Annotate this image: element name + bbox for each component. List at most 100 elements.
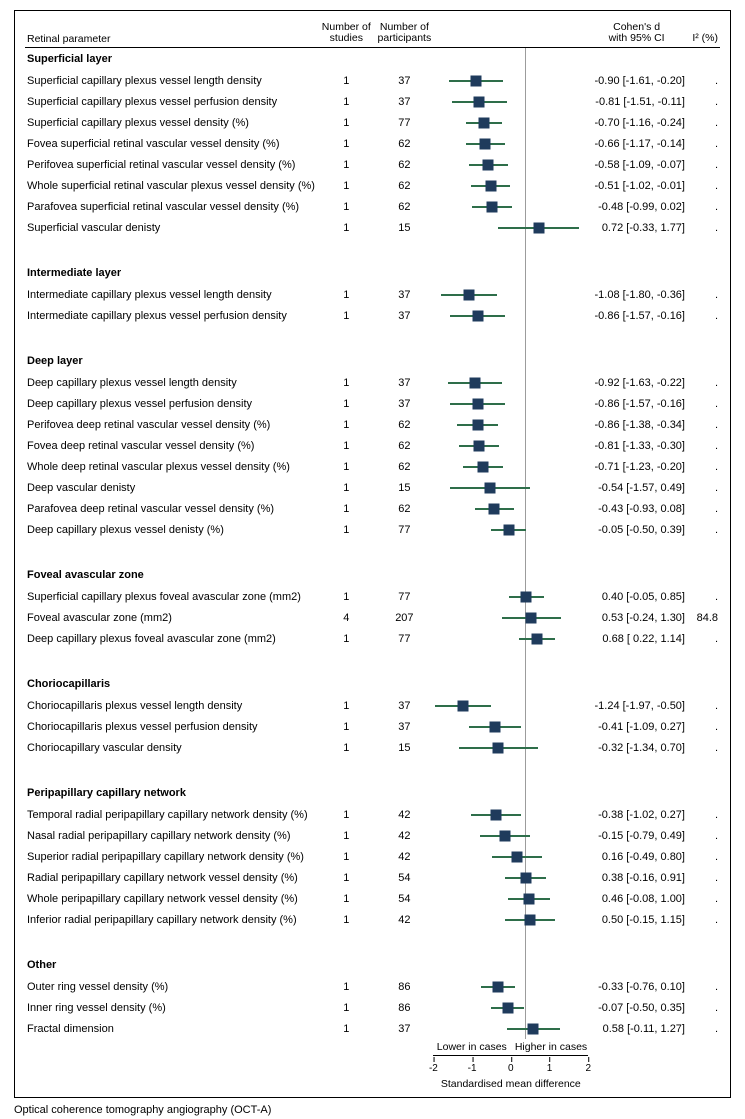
group-header: Peripapillary capillary network [25,782,720,804]
row-i2: . [689,461,720,473]
forest-row: Radial peripapillary capillary network v… [25,867,720,888]
row-participants: 62 [375,159,433,171]
plot-border: Retinal parameter Number of studies Numb… [14,10,731,1098]
row-plot [433,586,588,607]
row-plot [433,997,588,1018]
row-participants: 62 [375,461,433,473]
row-studies: 1 [317,872,375,884]
forest-row: Parafovea deep retinal vascular vessel d… [25,498,720,519]
row-studies: 1 [317,138,375,150]
point-marker [470,377,481,388]
row-studies: 1 [317,201,375,213]
row-plot [433,196,588,217]
row-plot [433,825,588,846]
row-label: Intermediate capillary plexus vessel per… [25,310,317,322]
row-label: Superficial capillary plexus vessel dens… [25,117,317,129]
row-i2: . [689,398,720,410]
row-participants: 62 [375,419,433,431]
forest-row: Whole peripapillary capillary network ve… [25,888,720,909]
row-studies: 1 [317,289,375,301]
forest-row: Perifovea deep retinal vascular vessel d… [25,414,720,435]
row-participants: 62 [375,503,433,515]
forest-row: Outer ring vessel density (%)186-0.33 [-… [25,976,720,997]
header-plot [433,17,588,45]
row-studies: 1 [317,461,375,473]
row-studies: 1 [317,742,375,754]
row-effect: -0.90 [-1.61, -0.20] [588,75,689,87]
row-plot [433,888,588,909]
axis-title: Standardised mean difference [433,1078,588,1092]
row-label: Radial peripapillary capillary network v… [25,872,317,884]
row-effect: -0.70 [-1.16, -0.24] [588,117,689,129]
group-header: Intermediate layer [25,262,720,284]
row-i2: . [689,201,720,213]
row-label: Inferior radial peripapillary capillary … [25,914,317,926]
row-effect: 0.53 [-0.24, 1.30] [588,612,689,624]
x-axis: Lower in cases Higher in cases -2-1012 S… [25,1041,720,1091]
row-plot [433,607,588,628]
point-marker [457,700,468,711]
row-effect: -0.92 [-1.63, -0.22] [588,377,689,389]
row-i2: . [689,893,720,905]
row-studies: 1 [317,591,375,603]
row-participants: 77 [375,117,433,129]
row-participants: 37 [375,96,433,108]
point-marker [480,138,491,149]
row-i2: . [689,96,720,108]
row-studies: 1 [317,440,375,452]
row-studies: 1 [317,159,375,171]
row-studies: 1 [317,419,375,431]
row-effect: -0.81 [-1.51, -0.11] [588,96,689,108]
row-studies: 1 [317,180,375,192]
row-i2: . [689,180,720,192]
row-plot [433,393,588,414]
point-marker [464,289,475,300]
point-marker [478,461,489,472]
row-i2: . [689,633,720,645]
forest-row: Superficial capillary plexus vessel dens… [25,112,720,133]
row-effect: -0.66 [-1.17, -0.14] [588,138,689,150]
row-i2: . [689,503,720,515]
row-studies: 1 [317,914,375,926]
header-studies: Number of studies [317,22,375,45]
row-label: Choriocapillaris plexus vessel perfusion… [25,721,317,733]
forest-row: Fractal dimension1370.58 [-0.11, 1.27]. [25,1018,720,1039]
row-effect: -1.08 [-1.80, -0.36] [588,289,689,301]
row-effect: -0.71 [-1.23, -0.20] [588,461,689,473]
row-effect: -0.33 [-0.76, 0.10] [588,981,689,993]
point-marker [474,96,485,107]
forest-row: Superficial vascular denisty1150.72 [-0.… [25,217,720,238]
row-plot [433,112,588,133]
row-i2: . [689,440,720,452]
row-participants: 86 [375,981,433,993]
row-i2: . [689,117,720,129]
row-effect: -0.38 [-1.02, 0.27] [588,809,689,821]
row-participants: 42 [375,851,433,863]
row-i2: . [689,310,720,322]
row-effect: -0.05 [-0.50, 0.39] [588,524,689,536]
axis-tick: -2 [429,1063,438,1074]
row-label: Deep vascular denisty [25,482,317,494]
row-label: Intermediate capillary plexus vessel len… [25,289,317,301]
row-studies: 1 [317,503,375,515]
row-studies: 1 [317,222,375,234]
row-plot [433,414,588,435]
row-plot [433,456,588,477]
row-i2: . [689,591,720,603]
row-label: Parafovea deep retinal vascular vessel d… [25,503,317,515]
forest-row: Choriocapillary vascular density115-0.32… [25,737,720,758]
point-marker [528,1023,539,1034]
point-marker [533,222,544,233]
row-effect: -0.86 [-1.38, -0.34] [588,419,689,431]
row-label: Perifovea deep retinal vascular vessel d… [25,419,317,431]
row-i2: . [689,809,720,821]
row-participants: 62 [375,138,433,150]
row-label: Superficial capillary plexus foveal avas… [25,591,317,603]
point-marker [493,981,504,992]
row-i2: . [689,981,720,993]
row-studies: 1 [317,310,375,322]
row-i2: . [689,742,720,754]
header-participants: Number of participants [375,22,433,45]
point-marker [489,721,500,732]
row-label: Choriocapillary vascular density [25,742,317,754]
